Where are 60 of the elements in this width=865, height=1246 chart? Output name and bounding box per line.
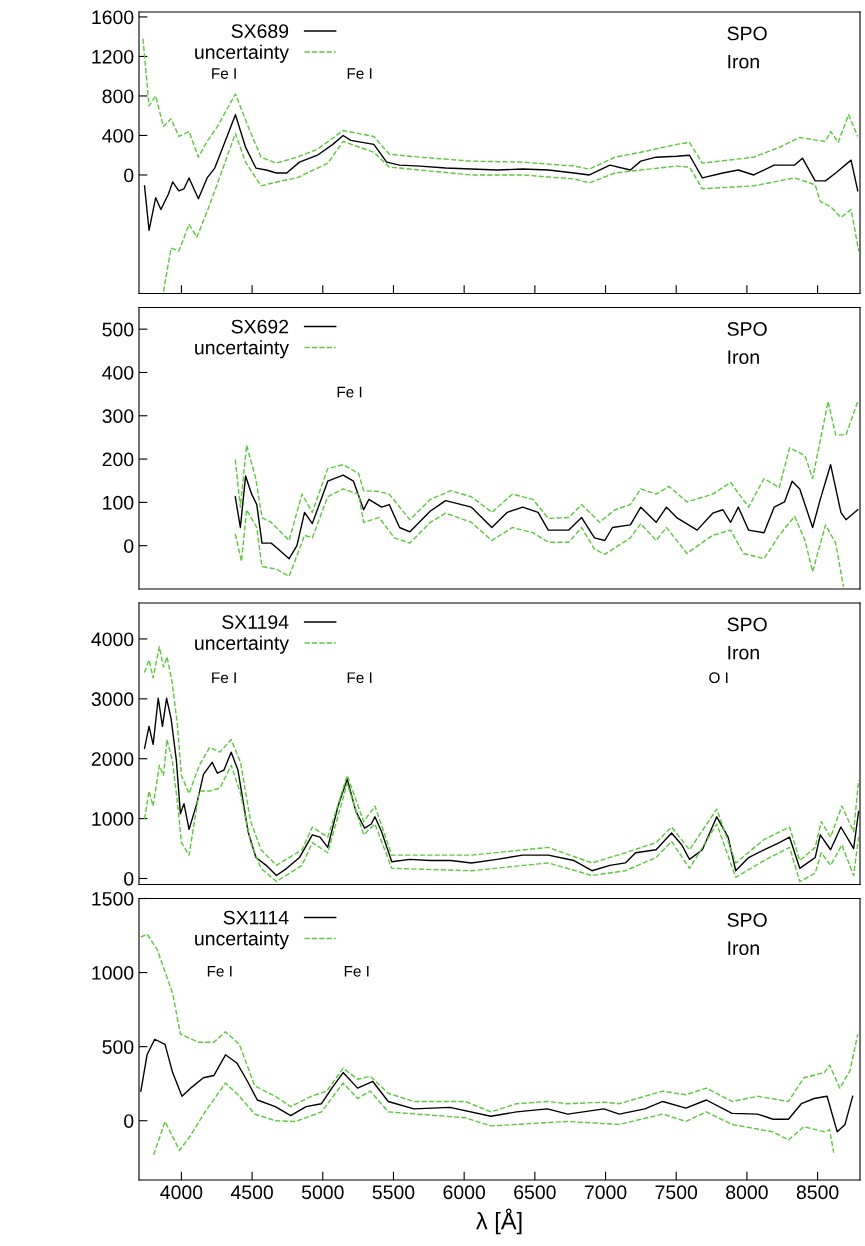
annotation: SPO (727, 913, 767, 927)
annotation: Iron (728, 54, 759, 69)
annotation: Iron (728, 645, 759, 660)
x-tick-label: 8500 (796, 1185, 839, 1200)
line-series (162, 132, 860, 293)
legend-label: SX689 (231, 24, 289, 38)
legend-label: uncertainty (195, 340, 289, 359)
line-series (140, 933, 859, 1113)
y-tick-label: 1600 (92, 10, 134, 25)
y-tick-label: 500 (102, 322, 134, 337)
annotation: Fe I (344, 965, 369, 977)
y-tick-label: 0 (124, 168, 134, 183)
annotation: SPO (727, 322, 767, 336)
legend-label: uncertainty (195, 635, 289, 654)
y-tick-label: 800 (102, 89, 134, 104)
x-tick-label: 7000 (584, 1185, 627, 1200)
annotation: Fe I (207, 965, 232, 977)
y-tick-label: 1000 (92, 812, 134, 826)
annotation: Iron (728, 941, 759, 956)
annotation: Fe I (212, 68, 236, 79)
legend-label: SX1114 (223, 910, 289, 925)
legend-label: uncertainty (195, 931, 289, 950)
x-tick-label: 6000 (443, 1185, 486, 1200)
x-axis-title: λ [Å] (476, 1208, 522, 1235)
x-tick-label: 8000 (726, 1185, 768, 1200)
annotation: Iron (728, 350, 759, 365)
x-tick-label: 5000 (301, 1185, 344, 1200)
legend-label: uncertainty (195, 44, 289, 63)
annotation: Fe I (347, 68, 372, 79)
x-tick-label: 5500 (372, 1185, 415, 1200)
y-tick-label: 200 (102, 452, 134, 467)
y-tick-label: 1200 (92, 49, 134, 64)
y-tick-label: 1500 (92, 891, 134, 906)
x-tick-label: 4000 (160, 1185, 203, 1200)
y-tick-label: 1000 (92, 966, 134, 980)
annotation: Fe I (347, 672, 372, 684)
y-tick-label: 400 (102, 128, 134, 143)
legend-label: SX1194 (222, 615, 289, 629)
annotation: O I (709, 672, 728, 684)
y-tick-label: 2000 (91, 752, 134, 766)
y-tick-label: 300 (102, 409, 134, 424)
y-tick-label: 0 (124, 871, 134, 886)
legend-label: SX692 (231, 319, 289, 334)
y-tick-label: 500 (102, 1040, 134, 1054)
y-tick-label: 3000 (91, 692, 134, 707)
annotation: Fe I (212, 672, 236, 684)
y-tick-label: 4000 (91, 632, 134, 647)
annotation: SPO (727, 617, 767, 632)
x-tick-label: 6500 (514, 1185, 556, 1200)
x-tick-label: 4500 (230, 1185, 273, 1200)
annotation: SPO (727, 26, 767, 41)
y-tick-label: 0 (124, 1114, 134, 1128)
y-tick-label: 0 (124, 539, 134, 553)
line-series (234, 488, 845, 588)
line-series (153, 1082, 835, 1156)
y-tick-label: 100 (103, 495, 134, 510)
x-tick-label: 7500 (655, 1185, 698, 1200)
annotation: Fe I (337, 386, 362, 398)
y-tick-label: 400 (102, 365, 134, 380)
line-series (234, 400, 859, 542)
